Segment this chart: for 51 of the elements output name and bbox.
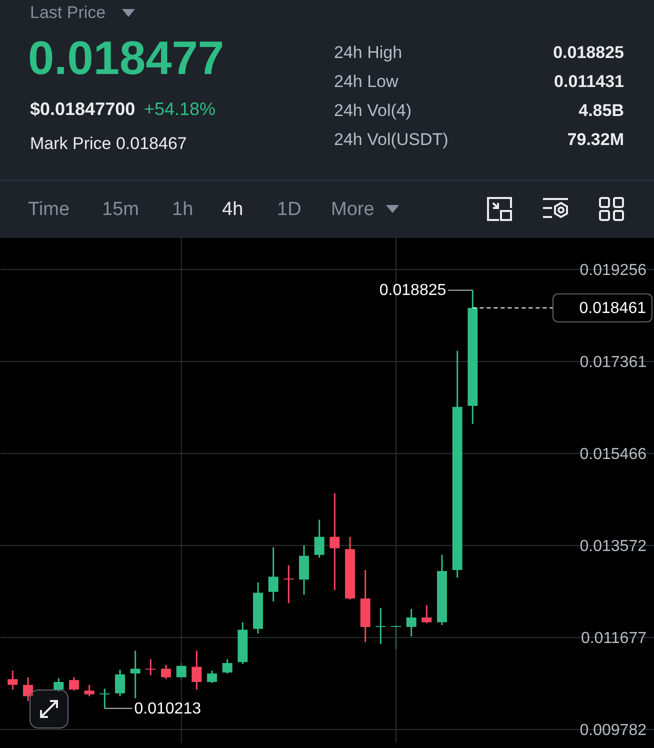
text: 4h — [222, 199, 244, 221]
candlestick — [161, 664, 171, 680]
candlestick — [100, 688, 110, 710]
candlestick — [330, 492, 340, 591]
candlestick — [284, 564, 294, 604]
annotation: 0.018825 — [379, 282, 446, 300]
text: Mark Price 0.018467 — [30, 134, 187, 154]
candlestick — [84, 684, 94, 697]
text: 1h — [172, 199, 194, 221]
candlestick — [406, 608, 416, 638]
candlestick — [299, 544, 309, 596]
annotation: 0.010213 — [134, 700, 202, 718]
y-tick-label: 0.019256 — [580, 262, 647, 279]
chart-title: Last Price — [30, 3, 106, 23]
text: 24h Vol(4) — [334, 101, 412, 121]
candlestick — [69, 676, 79, 692]
text: 0.018477 — [28, 30, 224, 85]
candlestick — [176, 662, 186, 680]
text: 4.85B — [578, 101, 624, 121]
text: +54.18% — [144, 99, 216, 120]
text: 15m — [102, 199, 139, 221]
text: 24h Vol(USDT) — [334, 130, 448, 150]
candlestick — [192, 650, 202, 690]
y-tick-label: 0.015466 — [580, 446, 647, 463]
candlestick — [314, 519, 324, 558]
candlestick — [268, 546, 278, 602]
candlestick — [54, 677, 64, 692]
text: 24h High — [334, 43, 402, 63]
candlestick — [422, 604, 432, 624]
candlestick — [376, 607, 386, 645]
y-tick-label: 0.011677 — [580, 630, 647, 647]
y-tick-label: 0.013572 — [580, 538, 647, 555]
text: $0.01847700 — [30, 99, 136, 120]
y-tick-label: 0.017361 — [580, 354, 647, 371]
text: More — [331, 199, 374, 221]
candlestick — [391, 624, 401, 650]
ref-line-label: 0.018461 — [579, 300, 646, 317]
text: 1D — [277, 199, 302, 221]
candlestick — [207, 670, 217, 684]
candlestick — [115, 668, 125, 697]
text: 79.32M — [567, 130, 624, 149]
text: Time — [28, 199, 70, 221]
text: 0.018825 — [552, 43, 624, 63]
y-tick-label: 0.009782 — [580, 722, 647, 739]
candlestick — [146, 658, 156, 676]
candlestick — [222, 658, 232, 674]
candlestick — [8, 670, 18, 690]
candlestick — [130, 650, 140, 699]
candlestick — [23, 676, 33, 702]
text: 24h Low — [334, 72, 398, 92]
text: 0.011431 — [553, 72, 624, 92]
